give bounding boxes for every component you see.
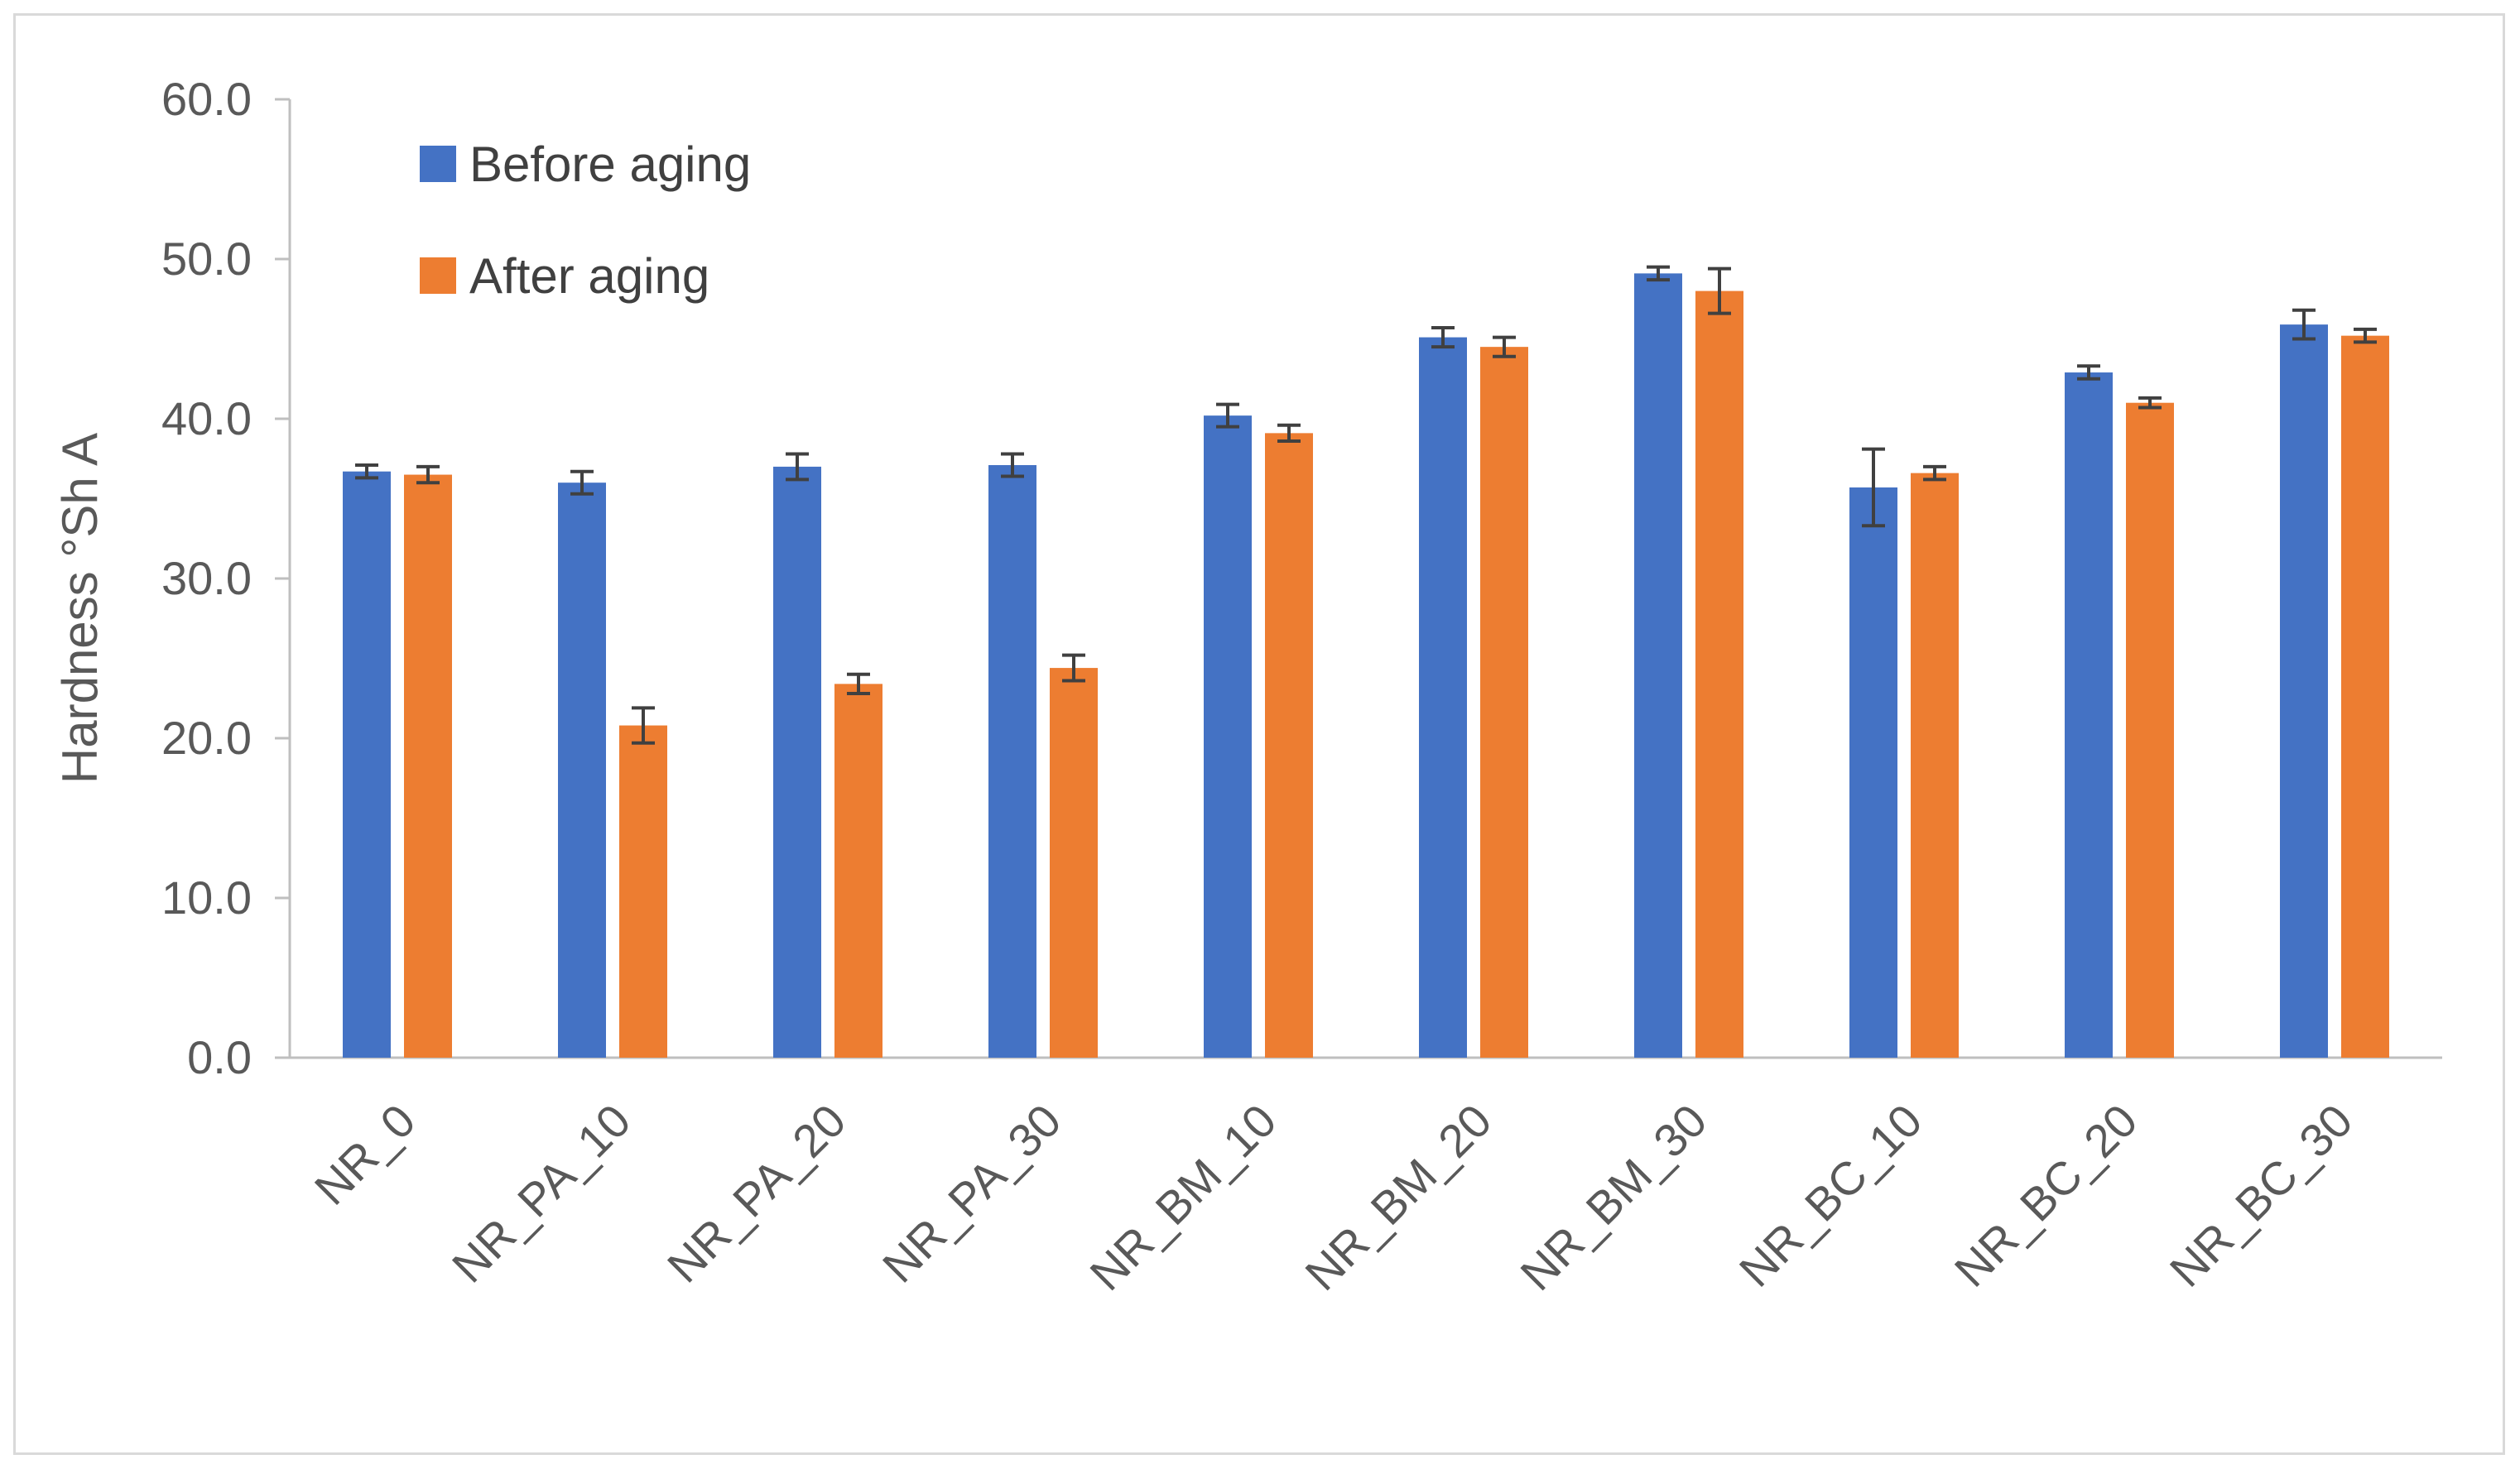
- x-tick-label: NR_BC_10: [1729, 1094, 1932, 1297]
- bar-after-aging: [1911, 473, 1959, 1058]
- bar-before-aging: [2065, 372, 2113, 1058]
- y-tick-label: 10.0: [161, 871, 252, 924]
- bar-before-aging: [558, 482, 606, 1058]
- y-tick-label: 50.0: [161, 233, 252, 285]
- bar-before-aging: [2280, 324, 2328, 1058]
- bar-after-aging: [1480, 347, 1528, 1058]
- legend-before-aging-label: Before aging: [469, 137, 751, 192]
- x-tick-label: NR_BC_20: [1945, 1094, 2147, 1297]
- bar-after-aging: [404, 474, 452, 1058]
- bar-after-aging: [2341, 335, 2389, 1058]
- y-axis-title: Hardness °Sh A: [52, 433, 108, 784]
- bar-before-aging: [1419, 337, 1467, 1058]
- y-tick-label: 0.0: [187, 1031, 252, 1083]
- bar-before-aging: [1849, 487, 1897, 1058]
- x-tick-label: NR_PA_30: [873, 1094, 1071, 1293]
- legend: Before aging After aging: [420, 137, 751, 304]
- x-tick-label: NR_BM_20: [1295, 1094, 1501, 1300]
- y-tick-label: 40.0: [161, 392, 252, 444]
- bar-after-aging: [619, 725, 667, 1058]
- bar-after-aging: [1695, 290, 1743, 1059]
- x-tick-label: NR_PA_20: [657, 1094, 856, 1293]
- bar-before-aging: [1634, 273, 1682, 1058]
- x-tick-label: NR_0: [305, 1094, 426, 1215]
- bar-before-aging: [343, 471, 391, 1058]
- x-axis: NR_0 NR_PA_10 NR_PA_20 NR_PA_30 NR_BM_10 NR_B…: [290, 1056, 2442, 1300]
- y-tick-label: 60.0: [161, 73, 252, 125]
- legend-after-aging-label: After aging: [469, 248, 709, 304]
- x-tick-label: NR_BM_10: [1080, 1094, 1286, 1300]
- x-tick-label: NR_PA_10: [442, 1094, 641, 1293]
- bars: [343, 273, 2389, 1059]
- x-tick-label: NR_BC_30: [2160, 1094, 2363, 1297]
- y-axis: 0.0 10.0 20.0 30.0 40.0 50.0 60.0: [161, 73, 291, 1083]
- legend-after-aging-swatch: [420, 257, 456, 294]
- bar-after-aging: [1265, 433, 1313, 1058]
- y-tick-label: 30.0: [161, 552, 252, 604]
- bar-after-aging: [2126, 402, 2174, 1058]
- error-bars: [355, 265, 2377, 745]
- legend-before-aging-swatch: [420, 146, 456, 182]
- bar-after-aging: [1050, 668, 1098, 1058]
- bar-before-aging: [773, 466, 821, 1058]
- x-tick-label: NR_BM_30: [1510, 1094, 1716, 1300]
- bar-after-aging: [834, 684, 882, 1058]
- y-tick-label: 20.0: [161, 712, 252, 764]
- bar-before-aging: [1204, 415, 1252, 1058]
- bar-before-aging: [988, 464, 1036, 1058]
